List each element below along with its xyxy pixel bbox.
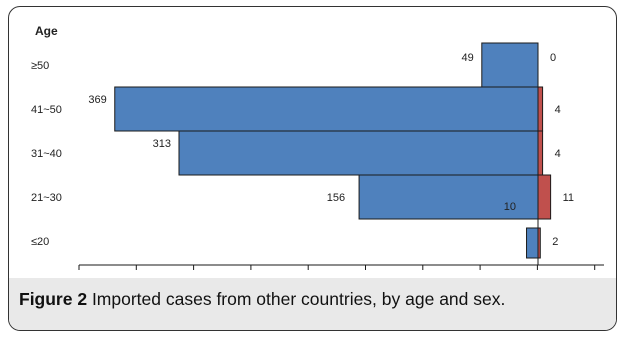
male-value-label: 156: [327, 192, 345, 204]
population-pyramid-chart: Age ≥50 49 0 41~50 369 4 31~40 313 4 21~30 156 11 ≤20…: [31, 24, 604, 270]
caption-box: [9, 278, 616, 330]
female-value-label: 2: [552, 236, 558, 248]
male-bar: [114, 86, 539, 132]
figure-caption-label: Figure 2: [19, 289, 88, 309]
male-bar: [481, 42, 539, 88]
female-value-label: 4: [555, 104, 561, 116]
female-value-label: 4: [555, 148, 561, 160]
figure-frame: Age ≥50 49 0 41~50 369 4 31~40 313 4 21~30 156 11 ≤20…: [8, 6, 617, 331]
figure-caption-text: Imported cases from other countries, by …: [87, 289, 506, 309]
figure-caption: Figure 2 Imported cases from other count…: [19, 289, 505, 310]
y-axis-title: Age: [35, 24, 58, 38]
female-value-label: 11: [563, 192, 574, 204]
male-bar: [526, 227, 539, 259]
male-bar: [358, 174, 539, 220]
y-tick-label: ≤20: [31, 236, 49, 248]
male-value-label: 313: [153, 138, 171, 150]
y-tick-label: ≥50: [31, 60, 49, 72]
y-tick-label: 31~40: [31, 148, 62, 160]
y-tick-label: 41~50: [31, 104, 62, 116]
male-value-label: 49: [462, 52, 474, 64]
y-tick-label: 21~30: [31, 192, 62, 204]
female-bar: [537, 86, 544, 132]
male-bar: [178, 130, 539, 176]
male-value-label: 369: [88, 94, 106, 106]
male-value-label: 10: [504, 201, 516, 213]
female-value-label: 0: [550, 52, 556, 64]
female-bar: [537, 174, 552, 220]
female-bar: [537, 130, 544, 176]
